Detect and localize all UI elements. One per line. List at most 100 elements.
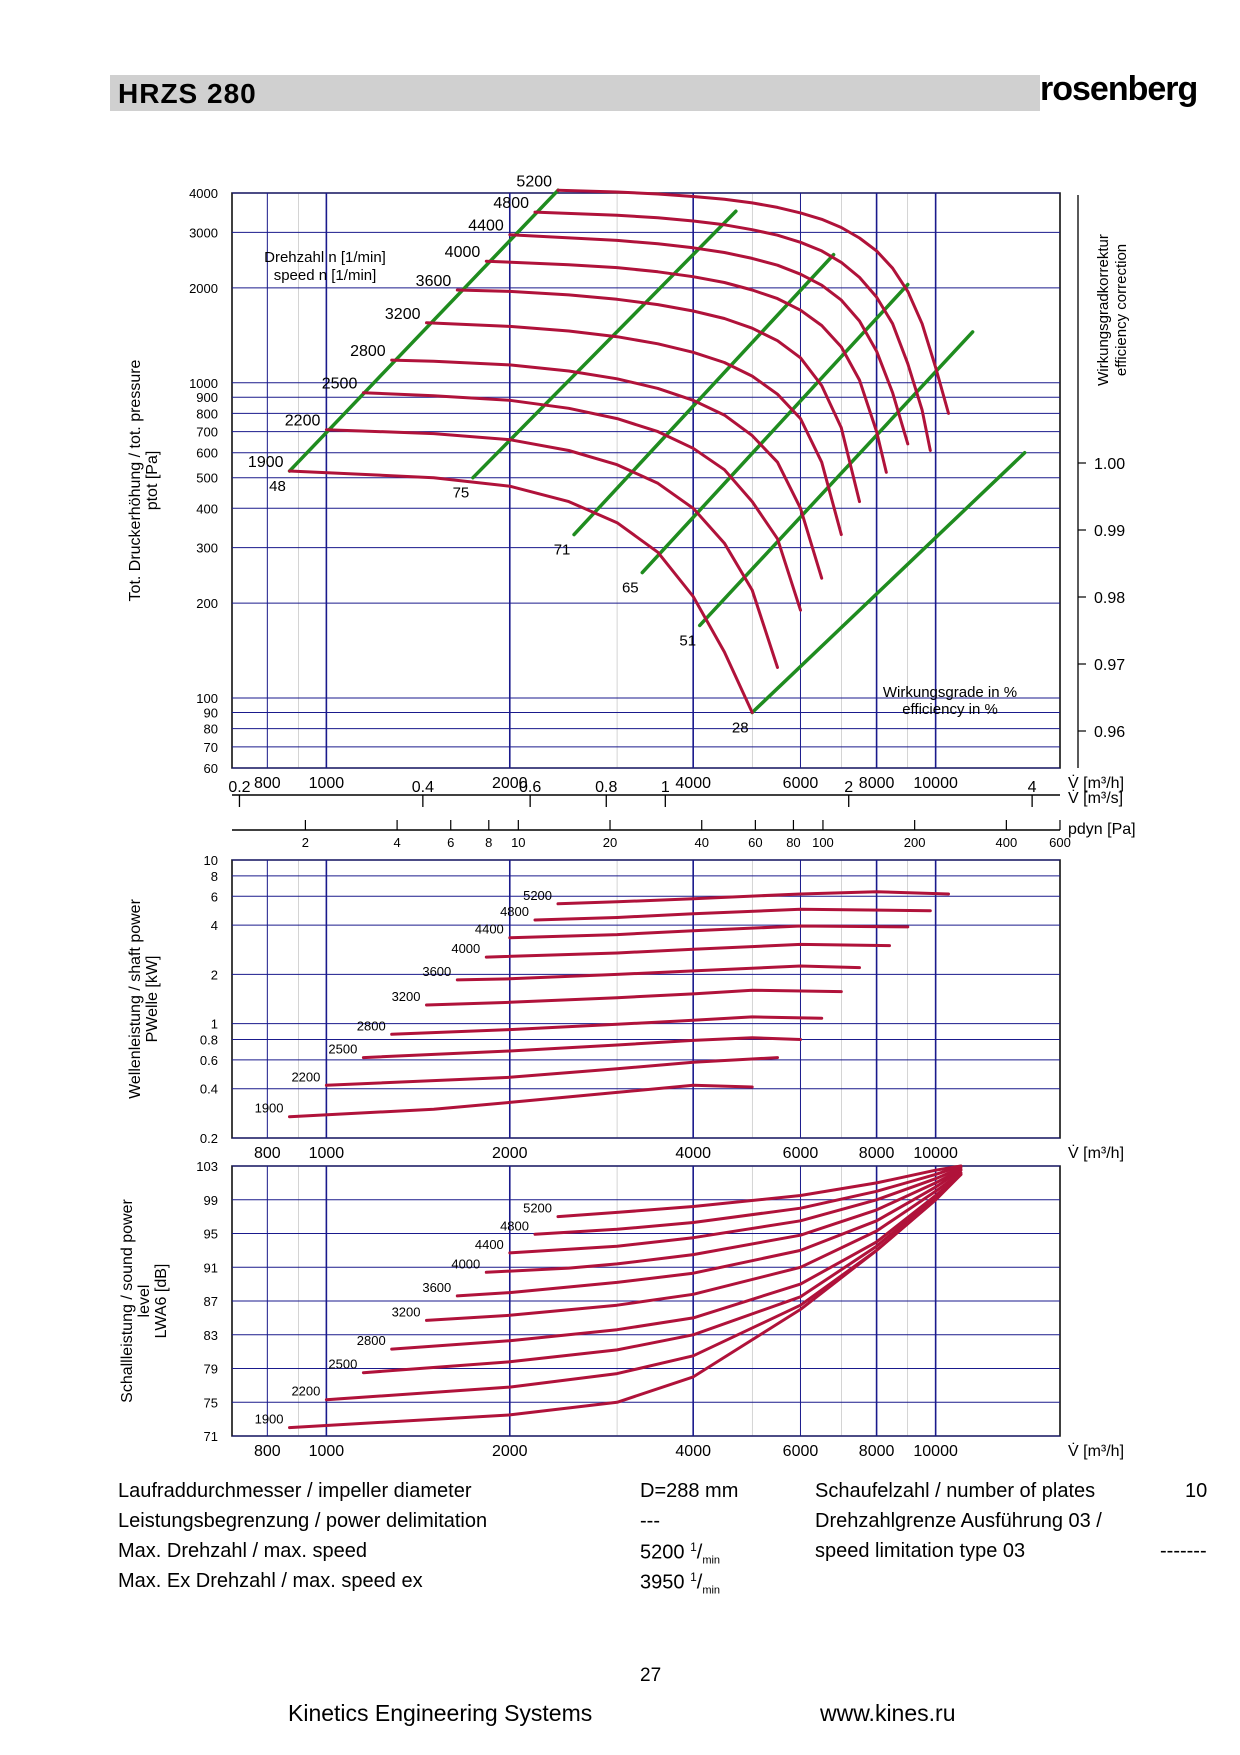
chart2-series-label: 3600 <box>422 964 451 979</box>
chart3-series-line <box>324 1172 963 1402</box>
max-speed-ex-unit-sub: min <box>702 1584 721 1597</box>
chart2-series-line <box>390 1015 824 1036</box>
power-label: Leistungsbegrenzung / power delimitation <box>118 1510 488 1532</box>
chart2-y-tick-label: 0.6 <box>200 1053 218 1068</box>
chart1-efficiency-line <box>287 188 560 473</box>
chart1-efficiency-label: 75 <box>453 485 470 502</box>
speed-note-line-1: Drehzahl n [1/min] <box>264 249 386 266</box>
chart2-x-tick-label: 1000 <box>309 1145 345 1162</box>
chart1-efficiency-label: 48 <box>269 478 286 495</box>
max-speed-value: 5200 <box>640 1541 685 1564</box>
chart3-series-label: 3600 <box>422 1280 451 1295</box>
pdyn-tick-label: 60 <box>748 835 762 850</box>
chart1-series-line <box>533 210 932 452</box>
pdyn-tick-label: 80 <box>786 835 800 850</box>
max-speed-label: Max. Drehzahl / max. speed <box>118 1540 367 1562</box>
footer-company: Kinetics Engineering Systems <box>288 1700 593 1726</box>
speed-limit-label-1: Drehzahlgrenze Ausführung 03 / <box>815 1510 1102 1532</box>
chart3-series-line <box>556 1164 963 1219</box>
chart1-y-tick-label: 600 <box>196 446 218 461</box>
chart1-series-label: 5200 <box>516 173 552 190</box>
chart1-efficiency-label: 71 <box>554 542 571 559</box>
efficiency-correction-tick-label: 0.98 <box>1094 590 1125 607</box>
chart3-series-line <box>390 1172 963 1351</box>
chart3-y-tick-label: 95 <box>204 1227 218 1242</box>
pdyn-tick-label: 100 <box>812 835 834 850</box>
chart3-series-label: 4000 <box>451 1256 480 1271</box>
power-value: --- <box>640 1510 660 1532</box>
chart3-y-axis-label: LWA6 [dB] <box>153 1264 170 1339</box>
pdyn-tick-label: 20 <box>603 835 617 850</box>
chart1-series-line <box>361 391 802 612</box>
chart1-efficiency-line <box>572 252 836 537</box>
chart1-efficiency-label: 51 <box>679 632 696 649</box>
chart3-y-axis-label: level <box>136 1285 153 1318</box>
chart3-series-label: 4800 <box>500 1218 529 1233</box>
chart2-series-label: 2200 <box>291 1069 320 1084</box>
chart3-series-label: 4400 <box>475 1237 504 1252</box>
chart1-y-axis-label: ptot [Pa] <box>144 451 161 511</box>
pdyn-tick-label: 8 <box>485 835 492 850</box>
flow-m3s-tick-label: 4 <box>1028 779 1037 796</box>
footer-url: www.kines.ru <box>820 1700 956 1726</box>
chart3-x-tick-label: 4000 <box>675 1443 711 1460</box>
chart3-series-label: 2800 <box>357 1333 386 1348</box>
chart1-y-tick-label: 70 <box>204 740 218 755</box>
chart1-series-label: 2800 <box>350 343 386 360</box>
chart2-series-line <box>324 1056 779 1087</box>
pdyn-tick-label: 4 <box>393 835 400 850</box>
efficiency-correction-tick-label: 0.96 <box>1094 724 1125 741</box>
chart2-series-label: 5200 <box>523 888 552 903</box>
chart2-x-tick-label: 10000 <box>913 1145 958 1162</box>
pdyn-tick-label: 200 <box>904 835 926 850</box>
chart3-series-line <box>508 1166 963 1255</box>
chart1-efficiency-label: 28 <box>732 719 749 736</box>
chart1-y-tick-label: 3000 <box>189 225 218 240</box>
flow-m3s-tick-label: 0.4 <box>412 779 434 796</box>
chart1-y-tick-label: 4000 <box>189 186 218 201</box>
pdyn-tick-label: 600 <box>1049 835 1071 850</box>
chart1-x-tick-label: 10000 <box>913 775 958 792</box>
efficiency-correction-tick-label: 0.99 <box>1094 523 1125 540</box>
page-number: 27 <box>640 1665 662 1686</box>
chart2-series-line <box>425 988 843 1007</box>
chart3-series-label: 1900 <box>255 1412 284 1427</box>
chart3-series-label: 2200 <box>291 1384 320 1399</box>
chart2-series-label: 2500 <box>328 1042 357 1057</box>
chart1-series-line <box>484 259 888 474</box>
chart3-x-tick-label: 2000 <box>492 1443 528 1460</box>
plates-value: 10 <box>1185 1480 1208 1502</box>
chart3-series-line <box>533 1164 963 1236</box>
chart2-series-label: 2800 <box>357 1018 386 1033</box>
chart1-x-tick-label: 800 <box>254 775 281 792</box>
chart1-series-line <box>425 321 843 537</box>
flow-m3s-tick-label: 0.8 <box>595 779 617 796</box>
max-speed-unit-sup: 1 <box>690 1540 697 1554</box>
chart3-series-line <box>361 1172 963 1375</box>
flow-m3s-axis-label: V̇ [m³/s] <box>1068 789 1123 807</box>
chart2-y-tick-label: 4 <box>211 918 218 933</box>
chart1-y-tick-label: 100 <box>196 691 218 706</box>
chart1-efficiency-line <box>471 209 738 480</box>
efficiency-correction-tick-label: 0.97 <box>1094 657 1125 674</box>
pdyn-tick-label: 6 <box>447 835 454 850</box>
chart2-y-axis-label: Wellenleistung / shaft power <box>127 898 144 1098</box>
chart1-y-axis-label: Tot. Druckerhöhung / tot. pressure <box>127 359 144 601</box>
chart2-x-axis-label: V̇ [m³/h] <box>1068 1144 1124 1162</box>
flow-m3s-tick-label: 1 <box>661 779 670 796</box>
impeller-label: Laufraddurchmesser / impeller diameter <box>118 1480 472 1502</box>
chart2-y-tick-label: 10 <box>204 853 218 868</box>
flow-m3s-tick-label: 0.6 <box>519 779 541 796</box>
chart2-series-line <box>556 890 950 906</box>
chart1-series-label: 4800 <box>493 195 529 212</box>
page-title: HRZS 280 <box>118 78 257 109</box>
chart3-x-tick-label: 1000 <box>309 1443 345 1460</box>
chart1-efficiency-line <box>640 282 910 575</box>
chart3-y-tick-label: 91 <box>204 1260 218 1275</box>
chart1-series-label: 3600 <box>416 273 452 290</box>
chart1-x-tick-label: 1000 <box>309 775 345 792</box>
max-speed-ex-value: 3950 <box>640 1571 685 1594</box>
chart1-x-tick-label: 2000 <box>492 775 528 792</box>
chart2-x-tick-label: 2000 <box>492 1145 528 1162</box>
speed-limit-label-2: speed limitation type 03 <box>815 1540 1026 1562</box>
